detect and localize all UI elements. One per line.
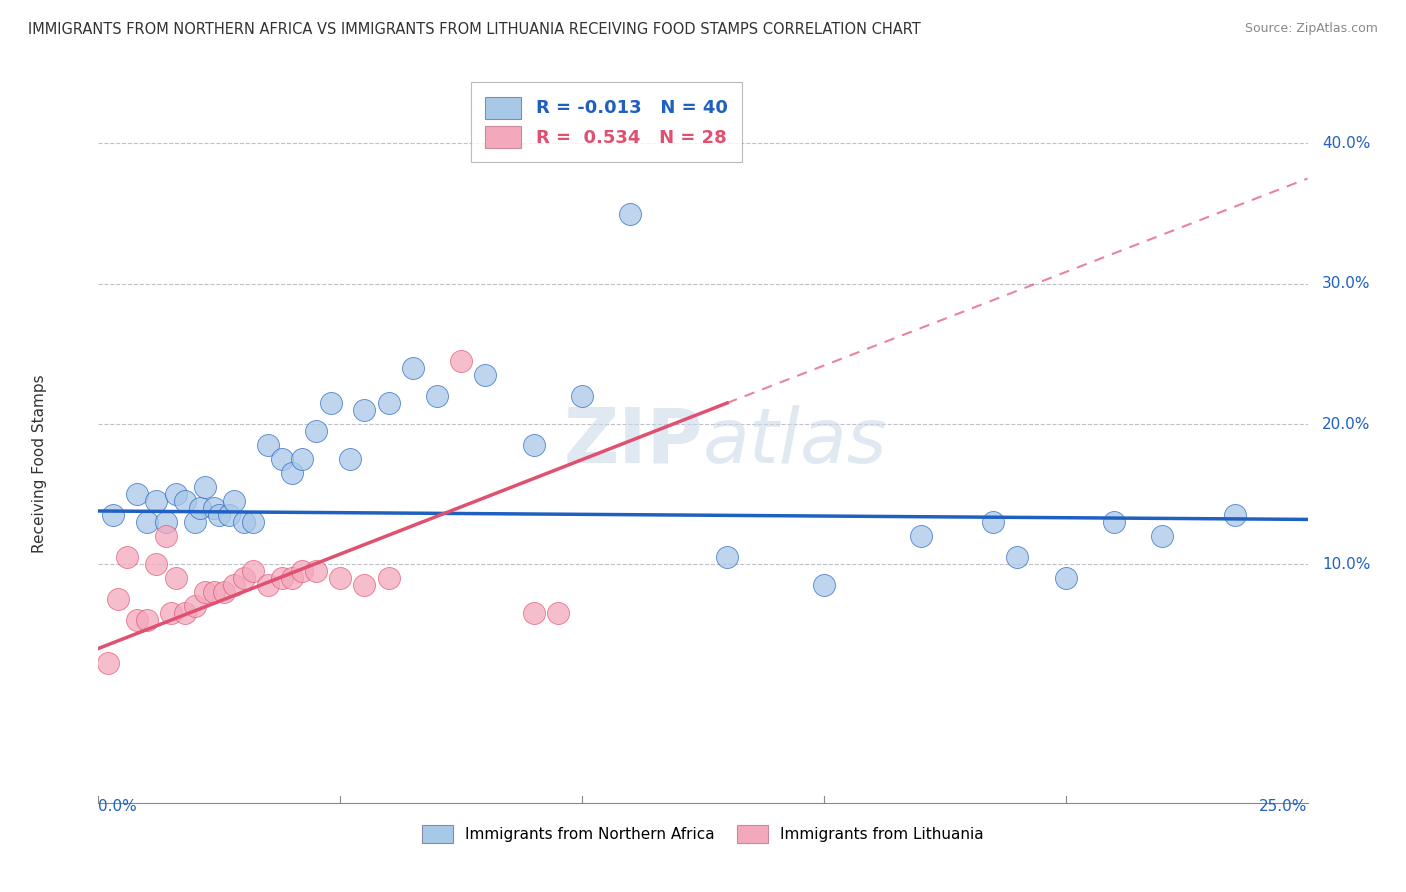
Point <box>135 614 157 628</box>
Point <box>242 515 264 529</box>
Point <box>208 508 231 523</box>
Point <box>402 360 425 375</box>
Text: 20.0%: 20.0% <box>1322 417 1371 432</box>
Point <box>212 585 235 599</box>
Point <box>981 515 1004 529</box>
Point <box>127 487 149 501</box>
Point <box>165 487 187 501</box>
Point <box>1054 571 1077 585</box>
Point <box>271 571 294 585</box>
Point <box>571 389 593 403</box>
Point <box>290 452 312 467</box>
Text: Receiving Food Stamps: Receiving Food Stamps <box>32 375 46 553</box>
Point <box>523 607 546 621</box>
Point <box>305 564 328 578</box>
Point <box>256 578 278 592</box>
Text: 10.0%: 10.0% <box>1322 557 1371 572</box>
Point <box>101 508 124 523</box>
Text: atlas: atlas <box>703 405 887 478</box>
Point <box>256 438 278 452</box>
Point <box>305 424 328 438</box>
Point <box>290 564 312 578</box>
Point <box>174 494 197 508</box>
Point <box>547 607 569 621</box>
Legend: Immigrants from Northern Africa, Immigrants from Lithuania: Immigrants from Northern Africa, Immigra… <box>416 819 990 849</box>
Point <box>232 571 254 585</box>
Point <box>107 592 129 607</box>
Point <box>910 529 932 543</box>
Point <box>145 494 167 508</box>
Point <box>353 403 375 417</box>
Point <box>319 396 342 410</box>
Point <box>523 438 546 452</box>
Point <box>426 389 449 403</box>
Point <box>218 508 240 523</box>
Point <box>232 515 254 529</box>
Text: 0.0%: 0.0% <box>98 798 138 814</box>
Point <box>97 656 120 670</box>
Point <box>281 571 304 585</box>
Point <box>174 607 197 621</box>
Point <box>339 452 361 467</box>
Point <box>184 599 207 614</box>
Text: Source: ZipAtlas.com: Source: ZipAtlas.com <box>1244 22 1378 36</box>
Point <box>184 515 207 529</box>
Point <box>450 354 472 368</box>
Point <box>204 501 226 516</box>
Point <box>474 368 496 382</box>
Point <box>127 614 149 628</box>
Text: 30.0%: 30.0% <box>1322 277 1371 291</box>
Text: 40.0%: 40.0% <box>1322 136 1371 151</box>
Point <box>222 578 245 592</box>
Point <box>1102 515 1125 529</box>
Point <box>188 501 211 516</box>
Point <box>716 550 738 565</box>
Point <box>160 607 183 621</box>
Point <box>135 515 157 529</box>
Text: 25.0%: 25.0% <box>1260 798 1308 814</box>
Text: ZIP: ZIP <box>564 405 703 478</box>
Point <box>619 206 641 220</box>
Point <box>813 578 835 592</box>
Point <box>329 571 352 585</box>
Point <box>377 571 399 585</box>
Point <box>194 480 217 494</box>
Point <box>242 564 264 578</box>
Point <box>194 585 217 599</box>
Point <box>1223 508 1246 523</box>
Point <box>155 529 177 543</box>
Point <box>1007 550 1029 565</box>
Point <box>377 396 399 410</box>
Point <box>117 550 139 565</box>
Point <box>281 466 304 480</box>
Text: IMMIGRANTS FROM NORTHERN AFRICA VS IMMIGRANTS FROM LITHUANIA RECEIVING FOOD STAM: IMMIGRANTS FROM NORTHERN AFRICA VS IMMIG… <box>28 22 921 37</box>
Point <box>271 452 294 467</box>
Point <box>165 571 187 585</box>
Point <box>222 494 245 508</box>
Point <box>145 558 167 572</box>
Point <box>204 585 226 599</box>
Point <box>155 515 177 529</box>
Point <box>353 578 375 592</box>
Point <box>1152 529 1174 543</box>
